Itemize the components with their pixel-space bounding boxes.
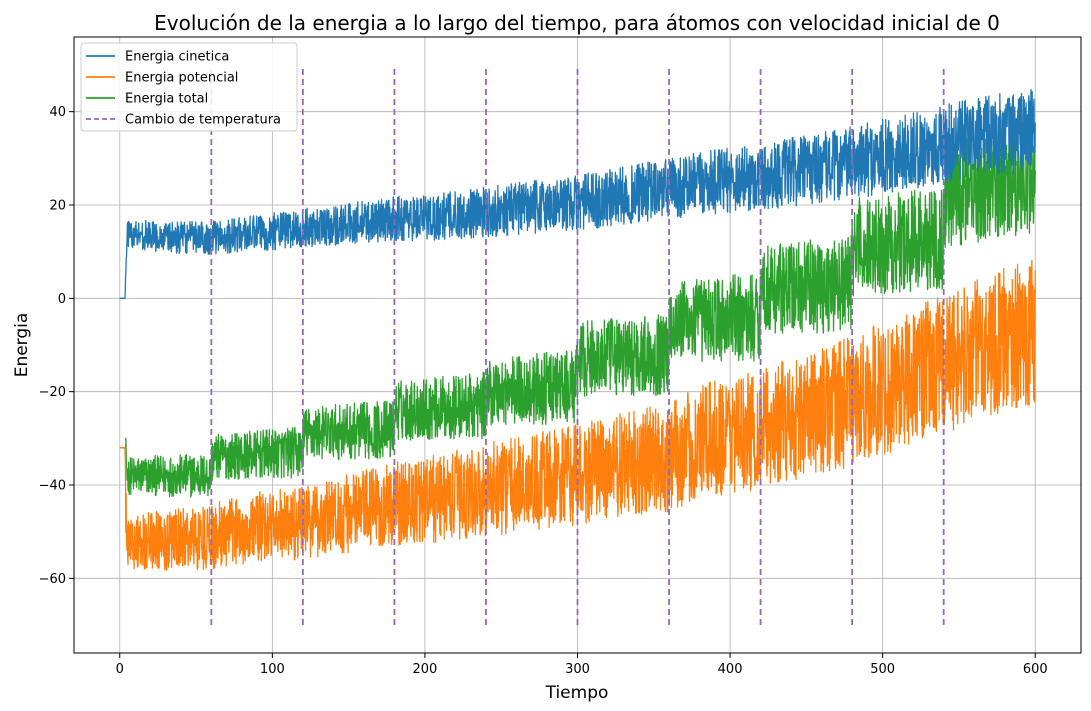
x-tick-label: 100 — [260, 662, 285, 677]
x-tick-label: 600 — [1023, 662, 1048, 677]
series-line — [119, 122, 1036, 498]
x-axis-label: Tiempo — [545, 683, 609, 703]
y-tick-label: 40 — [49, 105, 66, 120]
series-line — [119, 88, 1036, 299]
x-tick-label: 200 — [413, 662, 438, 677]
x-tick-label: 400 — [718, 662, 743, 677]
y-tick-label: −60 — [39, 572, 66, 587]
y-axis-label: Energia — [12, 313, 32, 378]
y-tick-label: 0 — [58, 292, 66, 307]
legend-label: Energia cinetica — [125, 50, 229, 65]
x-tick-label: 500 — [870, 662, 895, 677]
y-tick-label: −20 — [39, 385, 66, 400]
y-tick-label: 20 — [49, 199, 66, 214]
series-layer — [119, 88, 1036, 571]
legend-label: Energia potencial — [125, 71, 238, 86]
series-line — [119, 259, 1036, 571]
legend-label: Cambio de temperatura — [125, 113, 281, 128]
x-ticks: 0 100 200 300 400 500 600 — [116, 653, 1048, 677]
chart-title: Evolución de la energia a lo largo del t… — [154, 11, 1000, 35]
legend-box — [80, 42, 298, 132]
x-tick-label: 300 — [565, 662, 590, 677]
x-tick-label: 0 — [116, 662, 124, 677]
temperature-change-lines — [210, 65, 945, 625]
legend-label: Energia total — [125, 92, 208, 107]
y-tick-label: −40 — [39, 479, 66, 494]
y-ticks: −60 −40 −20 0 20 40 — [39, 105, 74, 587]
legend: Energia cinetica Energia potencial Energia… — [80, 42, 298, 132]
